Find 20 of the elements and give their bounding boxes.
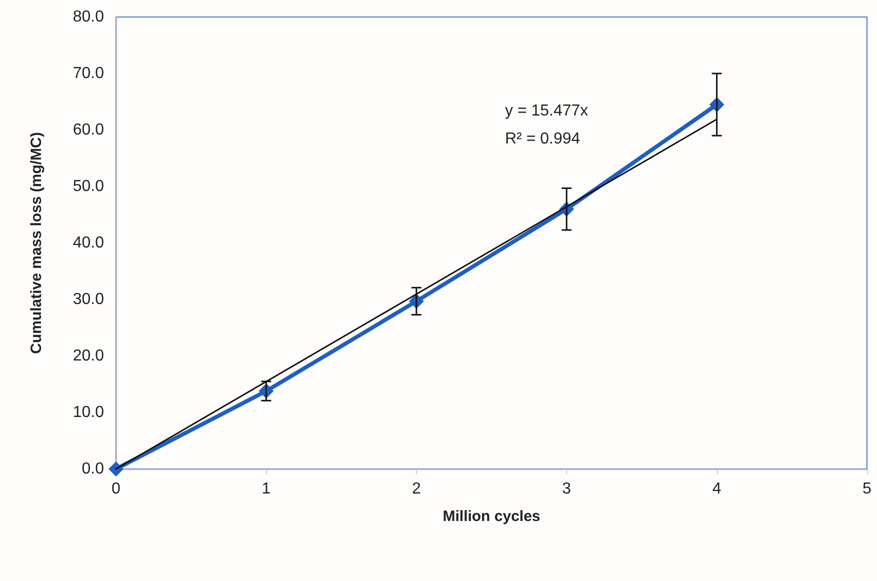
annotation: y = 15.477x — [505, 102, 588, 120]
y-tick-label: 30.0 — [72, 291, 104, 308]
annotation: R² = 0.994 — [505, 130, 580, 148]
y-tick-label: 80.0 — [72, 8, 104, 26]
x-tick-label: 5 — [862, 480, 872, 498]
point — [108, 462, 124, 476]
y-tick-label: 60.0 — [72, 122, 104, 138]
y-tick-label: 50.0 — [72, 178, 104, 195]
y-tick-label: 70.0 — [72, 65, 104, 82]
y-tick-label: 20.0 — [72, 348, 104, 364]
x-axis-title: Million cycles — [442, 508, 540, 525]
x-tick-label: 2 — [412, 480, 421, 498]
y-tick-label: 0.0 — [82, 460, 104, 478]
x-tick-label: 0 — [112, 480, 121, 498]
y-axis-title: Cumulative mass loss (mg/MC) — [28, 132, 45, 354]
y-tick-label: 10.0 — [72, 404, 104, 421]
x-tick-label: 3 — [562, 480, 572, 498]
y-tick-label: 40.0 — [72, 234, 104, 252]
x-tick-label: 4 — [712, 480, 722, 498]
x-tick-label: 1 — [262, 480, 271, 498]
